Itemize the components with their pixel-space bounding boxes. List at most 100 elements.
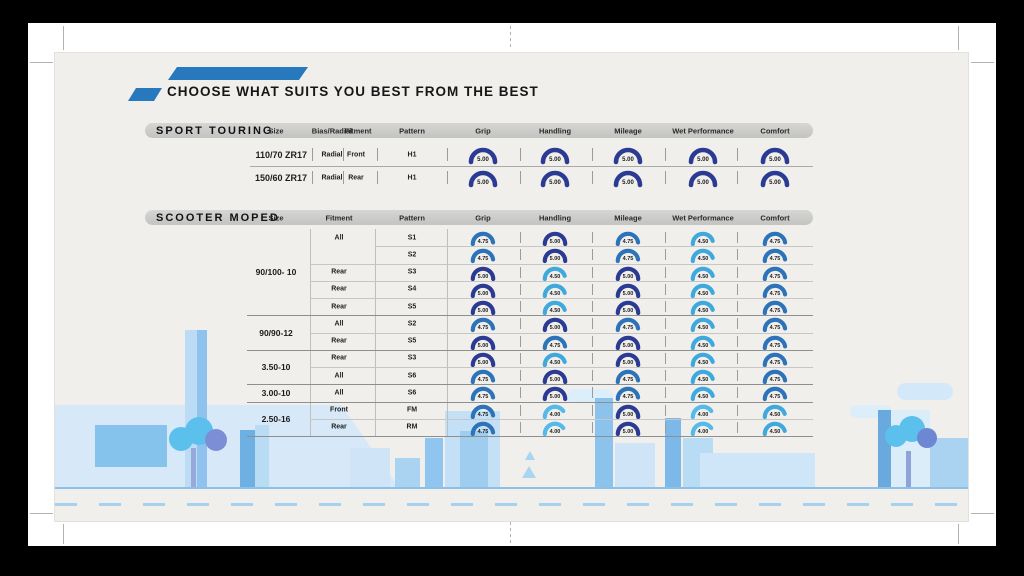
column-separator bbox=[665, 421, 666, 433]
gauge-4.75: 4.75 bbox=[611, 315, 645, 338]
illustration-shape bbox=[205, 429, 227, 451]
illustration-shape bbox=[525, 451, 535, 460]
gauge-4.75: 4.75 bbox=[611, 246, 645, 269]
svg-text:4.00: 4.00 bbox=[698, 412, 709, 418]
gauge-4.75: 4.75 bbox=[466, 419, 500, 442]
gauge-4.75: 4.75 bbox=[466, 367, 500, 390]
column-separator bbox=[520, 249, 521, 261]
svg-text:4.75: 4.75 bbox=[623, 256, 634, 262]
svg-text:5.00: 5.00 bbox=[550, 325, 561, 331]
gauge-4.50: 4.50 bbox=[686, 350, 720, 373]
svg-text:5.00: 5.00 bbox=[623, 412, 634, 418]
pattern-cell: S2 bbox=[407, 251, 417, 259]
table-row: Rear S5 5.00 4.50 5.00 4.50 4.75 bbox=[55, 298, 968, 316]
svg-text:5.00: 5.00 bbox=[622, 180, 634, 186]
column-separator bbox=[737, 318, 738, 330]
column-separator bbox=[665, 335, 666, 347]
svg-text:5.00: 5.00 bbox=[478, 291, 489, 297]
column-separator bbox=[665, 171, 666, 184]
illustration-shape bbox=[255, 425, 269, 489]
svg-text:4.75: 4.75 bbox=[770, 256, 781, 262]
fitment-cell: Rear bbox=[331, 423, 347, 431]
table-row: Rear S5 5.00 4.75 5.00 4.50 4.75 bbox=[55, 333, 968, 350]
column-separator bbox=[737, 370, 738, 381]
gauge-5.00: 5.00 bbox=[466, 333, 500, 356]
svg-text:5.00: 5.00 bbox=[623, 429, 634, 435]
gauge-4.50: 4.50 bbox=[758, 419, 792, 442]
svg-text:4.50: 4.50 bbox=[550, 274, 561, 280]
illustration-shape bbox=[906, 451, 911, 489]
column-header: Fitment bbox=[344, 126, 372, 135]
pattern-cell: RM bbox=[406, 423, 418, 431]
bias-radial-cell: Radial bbox=[321, 174, 343, 181]
column-header: Size bbox=[268, 126, 284, 135]
column-header: Size bbox=[268, 213, 284, 222]
column-header: Wet Performance bbox=[672, 126, 734, 135]
column-separator bbox=[520, 404, 521, 416]
illustration-shape bbox=[917, 428, 937, 448]
gauge-4.00: 4.00 bbox=[538, 402, 572, 425]
pattern-cell: H1 bbox=[407, 174, 417, 181]
column-separator bbox=[737, 266, 738, 278]
svg-text:4.75: 4.75 bbox=[770, 343, 781, 349]
column-separator bbox=[665, 232, 666, 243]
size-cell: 3.50-10 bbox=[261, 362, 291, 372]
column-separator bbox=[520, 266, 521, 278]
gauge-4.75: 4.75 bbox=[758, 264, 792, 287]
illustration-shape bbox=[240, 430, 255, 489]
column-separator bbox=[665, 266, 666, 278]
svg-text:5.00: 5.00 bbox=[697, 157, 709, 163]
gauge-4.50: 4.50 bbox=[686, 264, 720, 287]
group-separator bbox=[247, 384, 813, 386]
column-separator bbox=[592, 404, 593, 416]
gauge-5.00: 5.00 bbox=[464, 144, 502, 170]
svg-text:4.50: 4.50 bbox=[698, 274, 709, 280]
section-label: SCOOTER MOPED bbox=[156, 211, 280, 224]
column-header: Handling bbox=[538, 126, 572, 135]
section-label: SPORT TOURING bbox=[156, 124, 274, 137]
column-separator bbox=[592, 232, 593, 243]
column-separator bbox=[665, 370, 666, 381]
crop-mark bbox=[971, 62, 994, 63]
column-separator bbox=[737, 404, 738, 416]
illustration-shape bbox=[595, 398, 613, 489]
gauge-4.50: 4.50 bbox=[538, 264, 572, 287]
svg-text:5.00: 5.00 bbox=[550, 394, 561, 400]
gauge-4.75: 4.75 bbox=[538, 333, 572, 356]
column-separator bbox=[520, 421, 521, 433]
table-row: All S6 4.75 5.00 4.75 4.50 4.75 bbox=[55, 384, 968, 402]
svg-text:4.75: 4.75 bbox=[478, 394, 489, 400]
illustration-shape bbox=[55, 487, 968, 489]
column-separator bbox=[312, 171, 313, 184]
column-separator bbox=[665, 148, 666, 161]
illustration-shape bbox=[395, 458, 420, 489]
column-separator bbox=[520, 301, 521, 312]
fitment-cell: All bbox=[334, 234, 344, 242]
gauge-4.00: 4.00 bbox=[686, 402, 720, 425]
svg-text:5.00: 5.00 bbox=[550, 377, 561, 383]
gauge-4.50: 4.50 bbox=[686, 315, 720, 338]
pattern-cell: S5 bbox=[407, 303, 417, 311]
column-separator bbox=[592, 266, 593, 278]
svg-text:4.75: 4.75 bbox=[478, 325, 489, 331]
column-separator bbox=[737, 301, 738, 312]
group-separator bbox=[247, 315, 813, 317]
table-row: 150/60 ZR17 Radial Rear H1 5.00 5.00 5.00 5.00 5… bbox=[55, 166, 968, 189]
crop-mark bbox=[971, 513, 994, 514]
logo-stripe-icon bbox=[128, 88, 162, 101]
column-header: Wet Performance bbox=[672, 213, 734, 222]
column-separator bbox=[665, 404, 666, 416]
gauge-5.00: 5.00 bbox=[466, 281, 500, 304]
column-header: Pattern bbox=[399, 213, 425, 222]
column-separator bbox=[737, 352, 738, 364]
gauge-4.75: 4.75 bbox=[466, 229, 500, 252]
pattern-cell: S3 bbox=[407, 268, 417, 276]
svg-text:5.00: 5.00 bbox=[623, 274, 634, 280]
column-separator bbox=[592, 301, 593, 312]
illustration-shape bbox=[897, 383, 953, 400]
gauge-5.00: 5.00 bbox=[684, 167, 722, 193]
gauge-5.00: 5.00 bbox=[756, 167, 794, 193]
table-row: All S1 4.75 5.00 4.75 4.50 4.75 bbox=[55, 229, 968, 247]
column-separator bbox=[665, 249, 666, 261]
